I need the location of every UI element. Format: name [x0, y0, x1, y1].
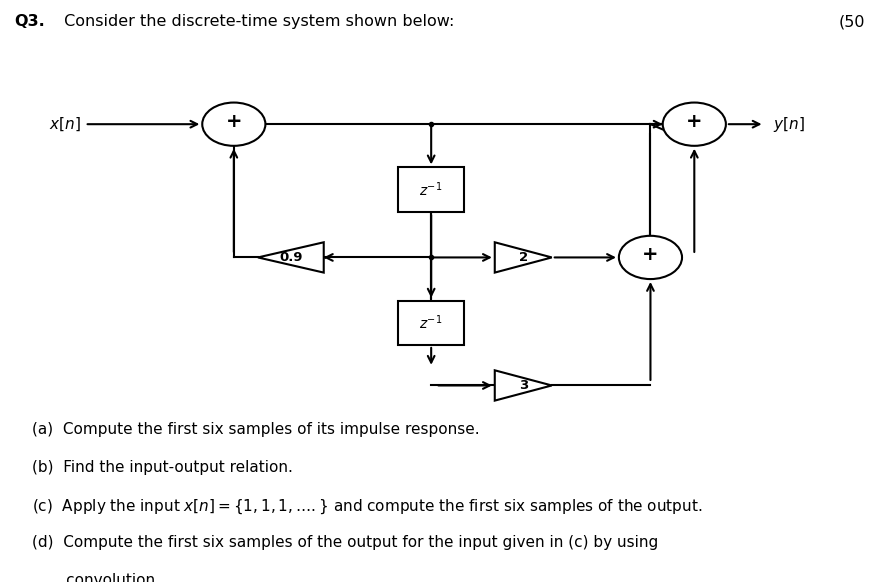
- Text: $y[n]$: $y[n]$: [773, 115, 804, 134]
- Ellipse shape: [662, 102, 725, 146]
- Polygon shape: [494, 242, 551, 272]
- Text: 0.9: 0.9: [279, 251, 302, 264]
- Ellipse shape: [202, 102, 265, 146]
- Text: (a)  Compute the first six samples of its impulse response.: (a) Compute the first six samples of its…: [32, 422, 479, 437]
- Text: $z^{-1}$: $z^{-1}$: [419, 180, 442, 199]
- Text: (c)  Apply the input $x[n] = \{1,1,1, \ldots.\}$ and compute the first six sampl: (c) Apply the input $x[n] = \{1,1,1, \ld…: [32, 497, 702, 516]
- Text: +: +: [225, 112, 242, 131]
- Text: Consider the discrete-time system shown below:: Consider the discrete-time system shown …: [59, 15, 455, 30]
- Text: (50: (50: [838, 15, 865, 30]
- Polygon shape: [494, 370, 551, 400]
- Text: (d)  Compute the first six samples of the output for the input given in (c) by u: (d) Compute the first six samples of the…: [32, 535, 657, 550]
- Polygon shape: [258, 242, 323, 272]
- Ellipse shape: [618, 236, 681, 279]
- Text: Q3.: Q3.: [14, 15, 45, 30]
- Text: 2: 2: [518, 251, 527, 264]
- Text: +: +: [685, 112, 702, 131]
- FancyBboxPatch shape: [398, 300, 463, 345]
- Text: 3: 3: [518, 379, 527, 392]
- Text: $x[n]$: $x[n]$: [49, 115, 81, 133]
- Text: convolution.: convolution.: [32, 573, 159, 582]
- Text: (b)  Find the input-output relation.: (b) Find the input-output relation.: [32, 460, 292, 475]
- FancyBboxPatch shape: [398, 167, 463, 212]
- Text: +: +: [641, 246, 658, 264]
- Text: $z^{-1}$: $z^{-1}$: [419, 314, 442, 332]
